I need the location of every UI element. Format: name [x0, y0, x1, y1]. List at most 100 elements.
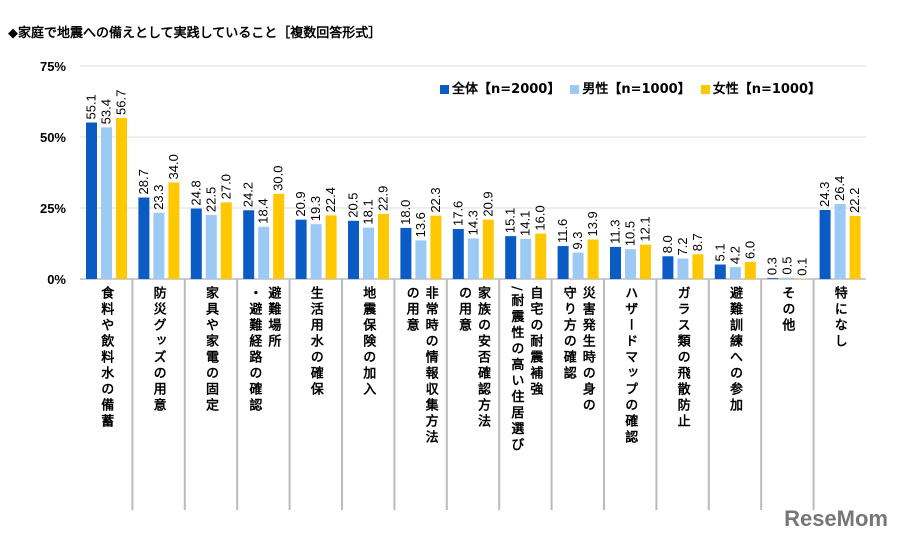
bar	[744, 261, 756, 279]
bar	[729, 267, 741, 279]
bar	[587, 239, 599, 279]
bar	[153, 212, 165, 279]
bar	[520, 238, 532, 279]
legend-item: 全体【n=2000】	[440, 78, 560, 97]
bar	[782, 277, 794, 279]
data-label: 28.7	[136, 169, 151, 194]
data-label: 18.0	[398, 200, 413, 225]
data-label: 22.4	[323, 187, 338, 212]
data-label: 18.1	[361, 199, 376, 224]
bar	[819, 209, 831, 279]
data-label: 53.4	[99, 99, 114, 124]
legend-label: 男性【n=1000】	[582, 82, 691, 97]
legend-label: 全体【n=2000】	[452, 82, 561, 97]
data-label: 22.9	[376, 186, 391, 211]
data-label: 0.5	[780, 257, 795, 275]
bar	[363, 227, 374, 279]
data-label: 30.0	[271, 165, 286, 190]
category-label: 非常時の情報収集方法 の用意	[403, 286, 438, 446]
chart-title: ◆家庭で地震への備えとして実践していること［複数回答形式］	[8, 26, 382, 41]
bar	[610, 246, 621, 279]
bar	[168, 182, 180, 279]
category-label: 災害発生時の身の 守り方の確認	[560, 286, 595, 414]
y-tick-label: 50%	[40, 130, 66, 145]
data-label: 19.3	[308, 196, 323, 221]
data-label: 24.8	[188, 180, 203, 205]
y-tick-label: 0%	[47, 272, 66, 287]
category-label: 特になし	[831, 286, 847, 350]
y-tick-label: 75%	[40, 59, 66, 74]
data-label: 14.3	[465, 210, 480, 235]
bar	[325, 215, 337, 279]
data-label: 7.2	[675, 237, 690, 255]
bar	[767, 278, 779, 279]
data-label: 22.3	[428, 187, 443, 212]
bar	[430, 215, 442, 279]
data-label: 22.5	[203, 187, 218, 212]
resemom-logo: ReseMom	[784, 506, 888, 531]
category-label: ガラス類の飛散防止	[674, 286, 690, 430]
legend-swatch	[570, 85, 580, 94]
bar	[400, 227, 412, 279]
bar	[205, 215, 217, 279]
data-label: 22.2	[847, 188, 862, 213]
bar	[273, 193, 285, 279]
data-label: 16.0	[533, 205, 548, 230]
category-label: 避難場所 ・避難経路の確認	[246, 286, 281, 414]
category-label: 地震保険の加入	[360, 286, 376, 398]
bar	[482, 219, 494, 279]
bar	[640, 244, 651, 279]
legend: 全体【n=2000】 男性【n=1000】 女性【n=1000】	[440, 78, 821, 97]
bar	[190, 208, 202, 279]
bar	[415, 240, 427, 279]
y-tick-label: 25%	[40, 201, 66, 216]
category-label: 防災グッズの用意	[150, 286, 166, 414]
bar	[662, 256, 674, 279]
bar	[101, 127, 112, 280]
data-label: 56.7	[114, 90, 129, 115]
data-label: 27.0	[218, 174, 233, 199]
data-label: 8.7	[690, 233, 705, 251]
bar	[138, 197, 150, 279]
data-label: 4.2	[727, 246, 742, 264]
bar	[625, 249, 636, 279]
bar	[116, 117, 127, 279]
category-label: 家具や家電の固定	[203, 286, 218, 414]
bar	[310, 224, 322, 279]
bar	[834, 204, 846, 279]
bar	[220, 202, 232, 279]
data-label: 20.9	[480, 191, 495, 216]
bar	[535, 233, 547, 279]
data-label: 34.0	[166, 154, 181, 179]
legend-label: 女性【n=1000】	[712, 82, 822, 97]
data-label: 8.0	[660, 235, 675, 253]
data-label: 20.5	[346, 192, 361, 217]
bar	[677, 258, 689, 279]
bar	[557, 246, 569, 279]
bar	[452, 229, 464, 279]
bar	[378, 213, 389, 279]
category-label: 避難訓練への参加	[727, 286, 742, 414]
data-label: 24.2	[241, 182, 256, 207]
data-label: 20.9	[293, 191, 308, 216]
data-label: 5.1	[712, 243, 727, 261]
data-label: 13.6	[413, 212, 428, 237]
data-label: 13.9	[585, 211, 600, 236]
data-label: 0.1	[795, 258, 810, 276]
bar	[86, 122, 97, 280]
category-label: ハザードマップの確認	[622, 286, 638, 446]
data-label: 11.3	[608, 220, 623, 244]
legend-swatch	[700, 85, 710, 94]
data-label: 26.4	[832, 176, 847, 201]
data-label: 23.3	[151, 185, 166, 210]
data-label: 18.4	[256, 198, 271, 223]
data-label: 6.0	[742, 241, 757, 259]
legend-item: 女性【n=1000】	[700, 78, 822, 97]
data-label: 11.6	[555, 219, 570, 243]
data-label: 15.1	[503, 208, 518, 233]
data-label: 14.1	[518, 211, 533, 236]
bar	[572, 252, 584, 279]
category-label: 生活用水の確保	[307, 286, 323, 398]
category-label: 自宅の耐震補強 /耐震性の高い住居選び	[508, 286, 543, 454]
